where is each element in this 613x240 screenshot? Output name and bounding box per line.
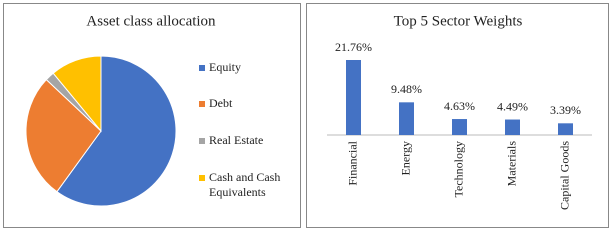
legend-swatch [199, 138, 205, 144]
data-label: 21.76% [335, 40, 372, 54]
legend-label: Debt [209, 96, 233, 110]
bar [452, 119, 467, 135]
chart-title: Asset class allocation [86, 13, 216, 29]
pie-slice [52, 55, 102, 133]
data-label: 4.63% [444, 99, 475, 113]
bar [505, 119, 520, 135]
data-label: 9.48% [391, 82, 422, 96]
panel-border [3, 3, 301, 228]
x-tick-label: Energy [398, 141, 412, 175]
x-tick-label: Capital Goods [557, 141, 571, 210]
data-label: 3.39% [550, 103, 581, 117]
data-label: 4.49% [497, 99, 528, 113]
panel-border [306, 3, 609, 228]
legend-swatch [199, 65, 205, 71]
x-tick-label: Materials [504, 141, 518, 187]
bar [399, 102, 414, 135]
charts: Asset class allocation Top 5 Sector Weig… [3, 3, 609, 228]
legend-swatch [199, 101, 205, 107]
x-tick-label: Technology [451, 141, 465, 197]
legend-label: Real Estate [209, 133, 264, 147]
bar [558, 123, 573, 135]
pie-slice [25, 78, 102, 193]
legend-label: Cash and Cash Equivalents [209, 170, 281, 199]
chart-title: Top 5 Sector Weights [394, 13, 523, 29]
legend-label: Equity [209, 60, 241, 74]
pie-slice [56, 55, 177, 207]
bar [346, 60, 361, 135]
page: Asset class allocation Top 5 Sector Weig… [3, 3, 609, 228]
x-tick-label: Financial [345, 140, 359, 185]
legend-swatch [199, 175, 205, 181]
